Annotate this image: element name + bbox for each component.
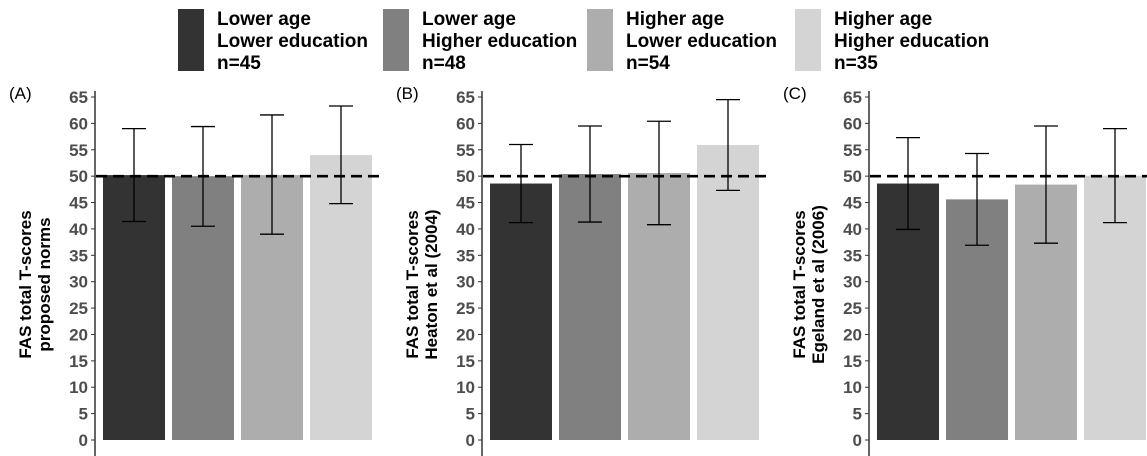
legend-swatch (383, 9, 409, 71)
y-tick-label: 30 (456, 273, 475, 292)
legend-label: Higher education (422, 31, 577, 52)
bar (490, 183, 552, 440)
y-tick-label: 0 (79, 431, 88, 450)
y-axis-title: FAS total T-scores (16, 210, 35, 358)
y-tick-label: 65 (456, 88, 475, 107)
y-tick-label: 35 (69, 246, 88, 265)
y-tick-label: 10 (456, 378, 475, 397)
legend-label: Higher age (834, 9, 932, 30)
y-tick-label: 30 (69, 273, 88, 292)
legend-swatch (587, 9, 613, 71)
y-tick-label: 65 (843, 88, 862, 107)
y-axis-title: Egeland et al (2006) (809, 205, 828, 364)
legend-label: n=45 (217, 53, 261, 74)
y-tick-label: 25 (69, 299, 88, 318)
y-axis-title: FAS total T-scores (790, 210, 809, 358)
chart-panels: (A)FAS total T-scores proposed norms05101… (9, 84, 1147, 456)
legend-label: n=35 (834, 53, 878, 74)
y-tick-label: 60 (69, 114, 88, 133)
y-tick-label: 5 (466, 405, 475, 424)
chart-panel: (A) FAS total T-scores proposed norms 0 5 10 1… (9, 84, 381, 456)
y-axis-title: FAS total T-scores (403, 210, 422, 358)
y-tick-label: 45 (69, 194, 88, 213)
legend-label: Higher age (626, 9, 724, 30)
bar (697, 145, 759, 440)
y-tick-label: 35 (456, 246, 475, 265)
legend-label: n=54 (626, 53, 670, 74)
y-tick-label: 55 (69, 141, 88, 160)
legend-label: n=48 (422, 53, 466, 74)
y-tick-label: 60 (843, 114, 862, 133)
y-tick-label: 40 (69, 220, 88, 239)
legend-swatch (178, 9, 204, 71)
y-tick-label: 20 (456, 325, 475, 344)
legend-swatch (795, 9, 821, 71)
y-tick-label: 30 (843, 273, 862, 292)
y-tick-label: 5 (853, 405, 862, 424)
y-tick-label: 25 (456, 299, 475, 318)
y-tick-label: 50 (843, 167, 862, 186)
y-tick-label: 25 (843, 299, 862, 318)
chart-panel: (C) FAS total T-scores Egeland et al (2006… (783, 84, 1147, 456)
panel-label: (B) (396, 84, 419, 103)
y-tick-label: 10 (843, 378, 862, 397)
y-tick-label: 20 (69, 325, 88, 344)
legend-label: Lower age (422, 9, 516, 30)
y-tick-label: 55 (843, 141, 862, 160)
y-tick-label: 0 (466, 431, 475, 450)
y-tick-label: 45 (456, 194, 475, 213)
panel-label: (A) (9, 84, 32, 103)
panel-label: (C) (783, 84, 807, 103)
y-tick-label: 50 (69, 167, 88, 186)
y-tick-label: 40 (456, 220, 475, 239)
y-tick-label: 15 (69, 352, 88, 371)
y-tick-label: 40 (843, 220, 862, 239)
y-tick-label: 15 (456, 352, 475, 371)
legend-label: Higher education (834, 31, 989, 52)
y-tick-label: 45 (843, 194, 862, 213)
y-axis-title: Heaton et al (2004) (422, 209, 441, 359)
y-tick-label: 35 (843, 246, 862, 265)
y-axis-title: proposed norms (35, 217, 54, 351)
legend-label: Lower education (217, 31, 368, 52)
y-tick-label: 20 (843, 325, 862, 344)
y-tick-label: 15 (843, 352, 862, 371)
legend-label: Lower age (217, 9, 311, 30)
legend-label: Lower education (626, 31, 777, 52)
y-tick-label: 50 (456, 167, 475, 186)
chart-panel: (B) FAS total T-scores Heaton et al (2004)… (396, 84, 768, 456)
y-tick-label: 0 (853, 431, 862, 450)
y-tick-label: 60 (456, 114, 475, 133)
y-tick-label: 65 (69, 88, 88, 107)
y-tick-label: 55 (456, 141, 475, 160)
y-tick-label: 5 (79, 405, 88, 424)
y-tick-label: 10 (69, 378, 88, 397)
